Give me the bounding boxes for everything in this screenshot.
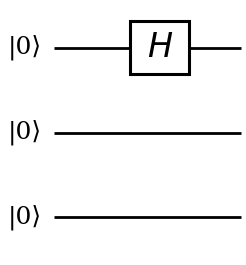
Bar [130,21,189,74]
Text: |0⟩: |0⟩ [8,35,42,60]
Text: |0⟩: |0⟩ [8,120,42,145]
Text: $\mathit{H}$: $\mathit{H}$ [147,32,173,64]
Text: |0⟩: |0⟩ [8,205,42,230]
